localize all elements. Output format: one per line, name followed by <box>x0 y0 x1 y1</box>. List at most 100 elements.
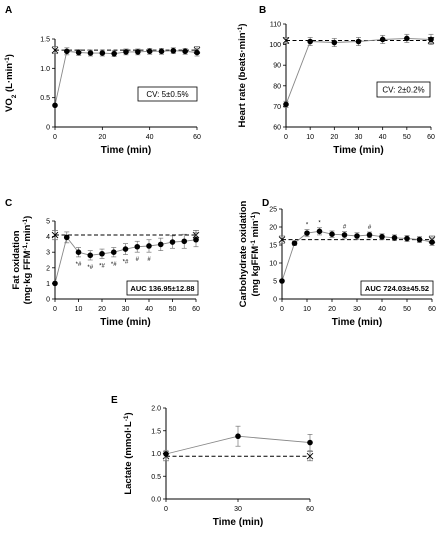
x-tick-label: 60 <box>192 306 200 313</box>
y-axis-title-units: Lactate (mmol·L-1) <box>123 412 135 494</box>
chart-panel-a: A 0 0.5 1.0 1.5 0 20 40 60 Time (min) VO2 (L·min-1… <box>4 5 201 156</box>
y-tick-label: 4 <box>46 234 50 241</box>
x-tick-label: 0 <box>284 134 288 141</box>
y-tick-label: 5 <box>46 219 50 226</box>
y-tick-label: 1 <box>46 281 50 288</box>
y-axis-title-units: (mg·kg FFM-1·min-1) <box>22 216 34 305</box>
significance-marker: # <box>136 257 140 263</box>
significance-marker: *# <box>111 262 117 268</box>
x-tick-label: 10 <box>75 306 83 313</box>
x-tick-label: 50 <box>403 134 411 141</box>
x-tick-label: 20 <box>330 134 338 141</box>
y-tick-label: 2.0 <box>151 406 161 413</box>
data-point <box>404 235 410 242</box>
data-point <box>181 238 188 245</box>
data-point <box>316 228 323 235</box>
reference-marker <box>282 37 290 44</box>
data-point <box>291 240 298 246</box>
significance-marker: *# <box>87 265 93 271</box>
x-tick-label: 60 <box>193 134 201 141</box>
y-tick-label: 0.5 <box>40 95 50 102</box>
y-tick-label: 80 <box>273 83 281 90</box>
data-point <box>134 243 141 250</box>
y-axis-title-units: (mg kgFFM-1 min-1) <box>250 212 262 297</box>
data-point <box>157 241 164 248</box>
x-tick-label: 20 <box>98 306 106 313</box>
chart-panel-d: D 0 5 10 15 20 25 0 10 20 30 40 50 60 Time (min) Carboh… <box>238 198 436 328</box>
significance-marker: *# <box>123 260 129 266</box>
y-axis-title: Carbohydrate oxidation <box>238 200 249 307</box>
chart-panel-e: E 0.0 0.5 1.0 1.5 2.0 0 30 60 Time (min) Lactate (… <box>111 395 314 528</box>
annotation-text: AUC 136.95±12.88 <box>130 284 194 293</box>
x-axis-title: Time (min) <box>333 145 383 156</box>
data-point <box>87 252 94 259</box>
significance-marker: # <box>343 225 347 231</box>
data-point <box>429 239 435 245</box>
data-point <box>163 451 169 457</box>
annotation-box <box>137 86 198 102</box>
data-point <box>379 233 385 240</box>
data-point <box>331 39 338 46</box>
data-point <box>63 234 70 241</box>
y-tick-label: 2 <box>46 265 50 272</box>
y-tick-label: 5 <box>273 279 277 286</box>
x-axis-title: Time (min) <box>100 317 150 328</box>
y-tick-label: 15 <box>269 243 277 250</box>
y-tick-label: 0.5 <box>151 474 161 481</box>
data-point <box>182 48 188 55</box>
annotation-box <box>376 81 431 98</box>
annotation-text: CV: 2±0.2% <box>382 86 424 95</box>
y-axis-title-units: VO2 (L·min-1) <box>4 54 18 112</box>
x-tick-label: 60 <box>428 306 436 313</box>
y-tick-label: 110 <box>270 22 281 29</box>
data-point <box>75 49 82 56</box>
data-point <box>235 433 241 440</box>
x-tick-label: 50 <box>403 306 411 313</box>
y-axis-title: Fat oxidation <box>11 230 22 289</box>
data-point <box>304 230 310 236</box>
y-tick-label: 10 <box>269 261 277 268</box>
data-point <box>123 49 129 55</box>
data-point <box>52 280 58 287</box>
panel-label: C <box>5 198 12 209</box>
y-tick-label: 0.0 <box>151 497 161 504</box>
significance-marker: # <box>368 225 372 231</box>
x-tick-label: 0 <box>53 306 57 313</box>
data-point <box>307 38 313 45</box>
x-axis-title: Time (min) <box>101 145 151 156</box>
data-point <box>366 232 373 238</box>
x-tick-label: 40 <box>378 306 386 313</box>
data-point <box>170 47 177 54</box>
data-point <box>428 36 434 43</box>
data-point <box>99 50 106 56</box>
data-point <box>146 48 153 55</box>
significance-marker: *# <box>76 262 82 268</box>
data-point <box>75 249 82 255</box>
data-point <box>146 243 152 249</box>
y-tick-label: 90 <box>273 63 281 70</box>
chart-panel-b: B 60 70 80 90 100 110 0 10 20 30 40 50 60 Time (min) He… <box>237 5 435 156</box>
data-point <box>135 49 141 55</box>
y-tick-label: 1.5 <box>151 428 161 435</box>
data-point <box>283 101 289 108</box>
x-tick-label: 50 <box>169 306 177 313</box>
annotation-text: AUC 724.03±45.52 <box>365 284 429 293</box>
data-point <box>279 278 285 284</box>
data-point <box>99 250 105 257</box>
data-point <box>158 48 165 55</box>
x-tick-label: 10 <box>303 306 311 313</box>
y-tick-label: 60 <box>273 125 281 132</box>
significance-marker: *# <box>99 263 105 269</box>
x-tick-label: 40 <box>146 134 154 141</box>
y-tick-label: 0 <box>46 125 50 132</box>
x-tick-label: 30 <box>355 134 363 141</box>
data-point <box>416 236 423 243</box>
data-point <box>110 249 117 255</box>
data-point <box>307 439 313 446</box>
reference-marker <box>51 46 59 54</box>
data-point <box>111 50 117 57</box>
x-tick-label: 40 <box>145 306 153 313</box>
annotation-box <box>126 280 199 296</box>
reference-marker <box>51 231 59 239</box>
